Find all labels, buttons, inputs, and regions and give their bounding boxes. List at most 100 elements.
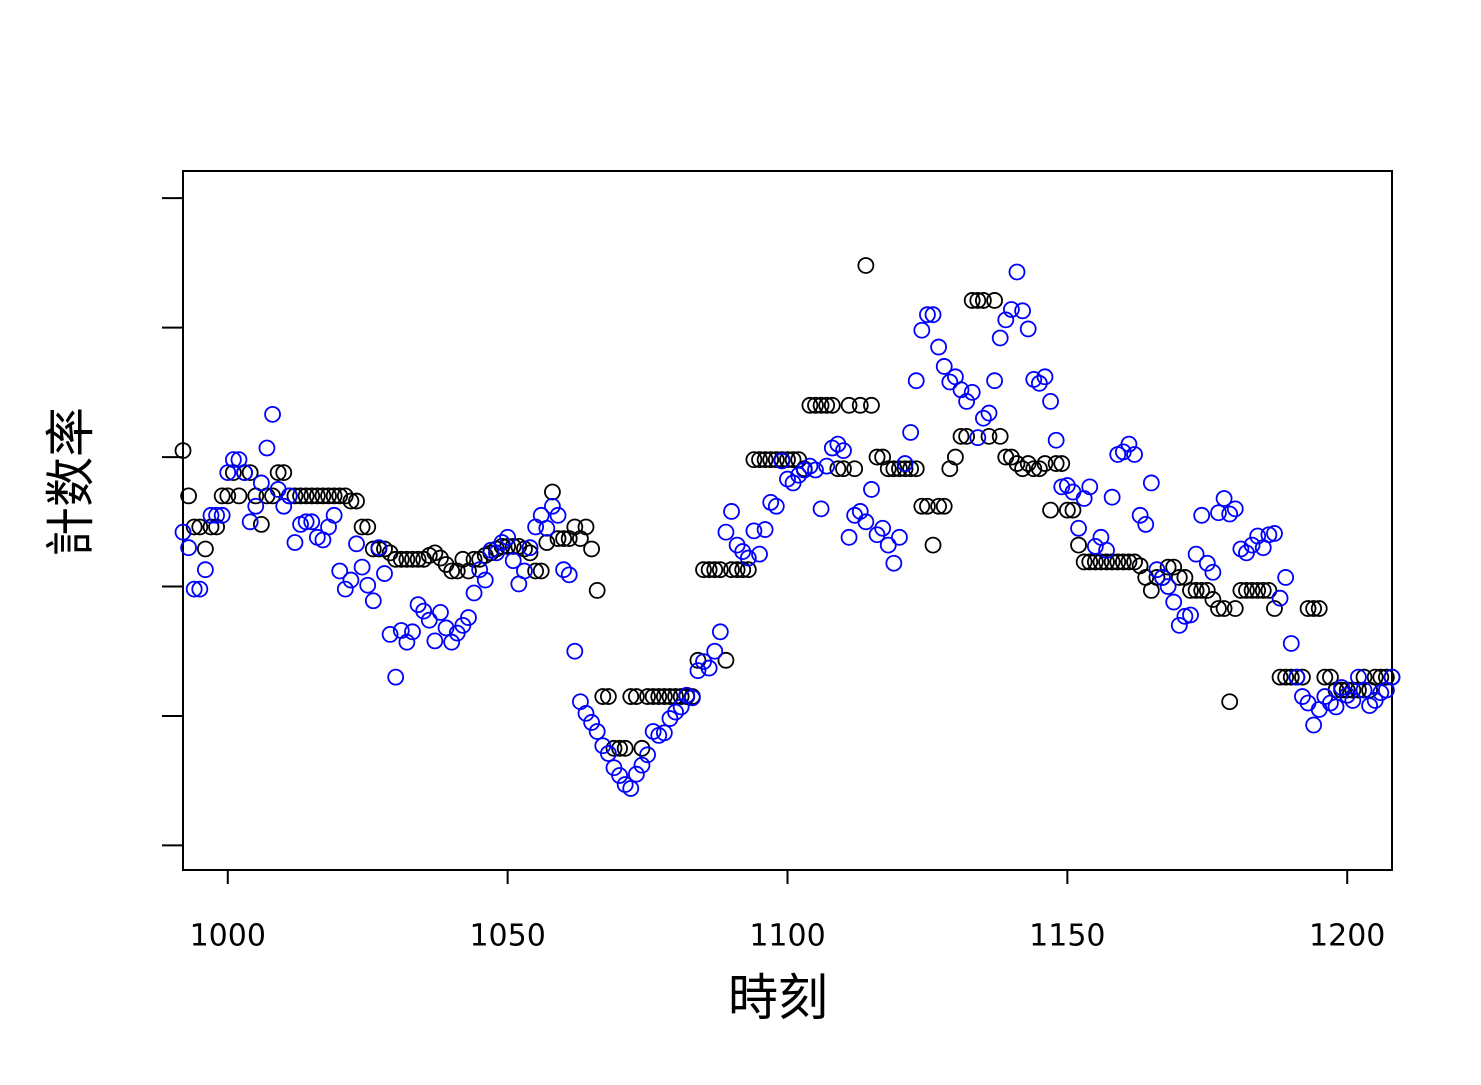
point <box>297 513 315 531</box>
point <box>426 544 444 562</box>
point <box>655 688 673 705</box>
point <box>907 460 925 478</box>
point <box>359 518 377 536</box>
point <box>544 483 561 501</box>
point <box>717 523 735 541</box>
point <box>1383 668 1401 686</box>
point <box>409 596 427 614</box>
point <box>521 539 539 557</box>
point <box>1305 600 1323 617</box>
point <box>756 451 774 469</box>
point <box>1030 460 1048 478</box>
point <box>376 565 393 582</box>
point <box>202 506 220 524</box>
point <box>980 427 998 445</box>
point <box>499 528 517 546</box>
point <box>605 739 623 757</box>
point <box>863 396 880 414</box>
point <box>275 497 293 515</box>
point <box>185 580 203 598</box>
point <box>1098 553 1115 571</box>
point <box>924 536 942 554</box>
point <box>504 552 522 570</box>
x-axis-label: 時刻 <box>728 969 828 1027</box>
point <box>896 460 914 478</box>
point <box>1154 569 1171 586</box>
point <box>599 688 617 705</box>
point <box>241 464 259 482</box>
point <box>958 427 976 445</box>
point <box>1193 506 1211 524</box>
point <box>969 292 987 309</box>
point <box>745 522 763 540</box>
point <box>1299 694 1317 712</box>
point <box>919 497 936 515</box>
point <box>348 492 365 510</box>
point <box>767 497 785 515</box>
point <box>851 396 869 414</box>
point <box>336 487 354 505</box>
point <box>1266 600 1283 617</box>
point <box>583 540 600 558</box>
point <box>258 439 276 457</box>
point <box>863 481 880 498</box>
point <box>292 487 309 505</box>
point <box>353 518 371 536</box>
point <box>1226 500 1244 518</box>
point <box>443 562 461 580</box>
point <box>874 519 892 537</box>
point <box>807 461 824 479</box>
point <box>465 584 483 602</box>
point <box>1378 668 1395 686</box>
point <box>549 506 567 524</box>
point <box>264 405 281 423</box>
point <box>420 611 438 629</box>
point <box>1086 537 1104 555</box>
x-tick-label: 1000 <box>190 919 266 954</box>
point <box>577 518 595 536</box>
point <box>1182 582 1199 599</box>
point <box>348 535 365 553</box>
point <box>627 765 645 783</box>
point <box>219 487 237 505</box>
point <box>1120 435 1138 453</box>
point <box>1103 488 1121 506</box>
x-tick-label: 1150 <box>1029 919 1105 954</box>
point <box>331 487 349 505</box>
point <box>1215 490 1233 507</box>
point <box>325 506 343 524</box>
point <box>174 442 192 460</box>
point <box>1338 686 1356 704</box>
point <box>252 474 270 492</box>
point <box>1182 606 1199 624</box>
point <box>303 487 321 505</box>
point <box>1002 301 1020 318</box>
point <box>695 561 712 579</box>
point <box>1277 569 1295 586</box>
point <box>975 292 992 309</box>
point <box>639 746 656 764</box>
x-tick-label: 1200 <box>1309 919 1385 954</box>
point <box>387 550 405 568</box>
point <box>599 745 617 762</box>
point <box>1014 302 1031 320</box>
point <box>1327 698 1345 716</box>
point <box>1159 558 1177 576</box>
point <box>773 452 791 470</box>
point <box>1282 668 1300 686</box>
point <box>1204 563 1222 581</box>
point <box>1198 554 1216 572</box>
point <box>807 396 824 414</box>
point <box>639 688 656 705</box>
point <box>320 518 337 536</box>
point <box>835 460 852 478</box>
point <box>286 534 304 551</box>
point <box>851 503 869 520</box>
point <box>476 571 494 589</box>
point <box>947 448 964 466</box>
point <box>236 464 253 482</box>
point <box>627 688 645 705</box>
point <box>952 427 970 445</box>
point <box>1282 635 1300 652</box>
